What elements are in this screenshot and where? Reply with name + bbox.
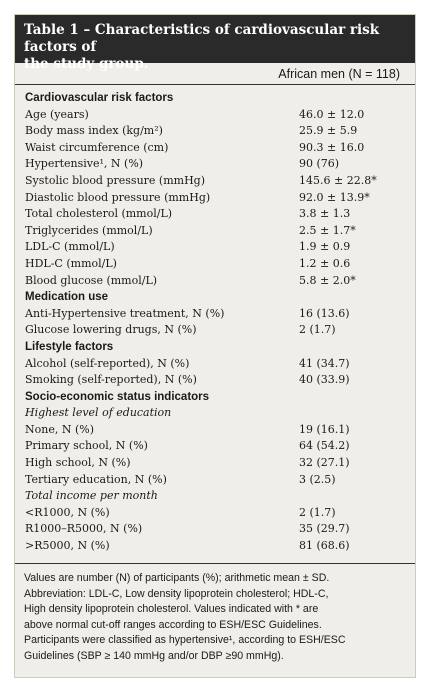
subsection-heading: Highest level of education [15,405,415,422]
row-label: HDL-C (mmol/L) [25,256,117,270]
row-value: 32 (27.1) [299,456,350,470]
row-label: Highest level of education [25,406,172,420]
row-value: 90.3 ± 16.0 [299,140,365,154]
section-heading: Socio-economic status indicators [15,389,415,406]
row-value: 35 (29.7) [299,522,350,536]
table-row: Primary school, N (%) 64 (54.2) [15,438,415,455]
table-row: Blood glucose (mmol/L) 5.8 ± 2.0* [15,273,415,290]
row-label: Blood glucose (mmol/L) [25,273,158,287]
row-label: Smoking (self-reported), N (%) [25,373,197,387]
table-title-line-1: Table 1 – Characteristics of cardiovascu… [24,22,380,55]
row-label: LDL-C (mmol/L) [25,240,115,254]
row-value: 2 (1.7) [299,323,336,337]
row-label: Medication use [25,291,109,304]
row-label: Diastolic blood pressure (mmHg) [25,190,211,204]
table-title-line-2: the study group. [24,56,149,72]
row-value: 3 (2.5) [299,472,336,486]
row-value: 81 (68.6) [299,539,350,553]
row-label: Socio-economic status indicators [25,390,210,403]
row-label: Lifestyle factors [25,340,114,353]
row-label: Glucose lowering drugs, N (%) [25,323,197,337]
table-row: Glucose lowering drugs, N (%) 2 (1.7) [15,322,415,339]
section-heading: Cardiovascular risk factors [15,90,415,107]
column-header: African men (N = 118) [15,63,415,85]
table-row: Tertiary education, N (%) 3 (2.5) [15,472,415,489]
row-value: 46.0 ± 12.0 [299,107,365,121]
row-value: 2.5 ± 1.7* [299,223,356,237]
row-value: 64 (54.2) [299,439,350,453]
footnote-line: High density lipoprotein cholesterol. Va… [24,603,319,616]
row-value: 1.2 ± 0.6 [299,256,351,270]
row-value: 2 (1.7) [299,505,336,519]
table-card: Table 1 – Characteristics of cardiovascu… [14,14,416,678]
footnote-line: Guidelines (SBP ≥ 140 mmHg and/or DBP ≥9… [24,649,284,662]
table-row: Systolic blood pressure (mmHg) 145.6 ± 22… [15,173,415,190]
table-row: LDL-C (mmol/L) 1.9 ± 0.9 [15,239,415,256]
row-label: High school, N (%) [25,456,131,470]
section-heading: Lifestyle factors [15,339,415,356]
row-label: Triglycerides (mmol/L) [25,223,153,237]
table-row: Anti-Hypertensive treatment, N (%) 16 (13… [15,306,415,323]
table-row: Alcohol (self-reported), N (%) 41 (34.7) [15,356,415,373]
table-row: Triglycerides (mmol/L) 2.5 ± 1.7* [15,223,415,240]
row-label: Waist circumference (cm) [25,140,169,154]
table-row: None, N (%) 19 (16.1) [15,422,415,439]
table-title: Table 1 – Characteristics of cardiovascu… [15,15,415,72]
table-body: Cardiovascular risk factors Age (years) 46… [15,85,415,555]
table-row: Total cholesterol (mmol/L) 3.8 ± 1.3 [15,206,415,223]
row-value: 5.8 ± 2.0* [299,273,356,287]
row-label: None, N (%) [25,422,94,436]
row-label: Anti-Hypertensive treatment, N (%) [25,306,225,320]
row-label: Age (years) [25,107,89,121]
row-label: >R5000, N (%) [25,539,110,553]
row-label: Body mass index (kg/m²) [25,124,163,138]
table-footnote: Values are number (N) of participants (%… [24,571,406,665]
row-value: 16 (13.6) [299,306,350,320]
row-label: Primary school, N (%) [25,439,148,453]
row-label: Total cholesterol (mmol/L) [25,207,173,221]
table-row: Hypertensive¹, N (%) 90 (76) [15,156,415,173]
footnote-line: Abbreviation: LDL-C, Low density lipopro… [24,587,329,600]
table-row: Body mass index (kg/m²) 25.9 ± 5.9 [15,123,415,140]
footnote-line: above normal cut-off ranges according to… [24,618,322,631]
row-label: Systolic blood pressure (mmHg) [25,173,206,187]
table-row: Age (years) 46.0 ± 12.0 [15,107,415,124]
table-row: High school, N (%) 32 (27.1) [15,455,415,472]
row-value: 1.9 ± 0.9 [299,240,351,254]
row-value: 40 (33.9) [299,373,350,387]
row-value: 92.0 ± 13.9* [299,190,370,204]
table-row: <R1000, N (%) 2 (1.7) [15,505,415,522]
row-label: Cardiovascular risk factors [25,92,174,104]
table-row: Diastolic blood pressure (mmHg) 92.0 ± 13… [15,190,415,207]
row-label: Tertiary education, N (%) [25,472,167,486]
table-row: Smoking (self-reported), N (%) 40 (33.9) [15,372,415,389]
table-row: Waist circumference (cm) 90.3 ± 16.0 [15,140,415,157]
row-label: <R1000, N (%) [25,505,110,519]
subsection-heading: Total income per month [15,488,415,505]
row-value: 19 (16.1) [299,422,350,436]
row-value: 41 (34.7) [299,356,350,370]
row-label: Hypertensive¹, N (%) [25,157,144,171]
row-label: Alcohol (self-reported), N (%) [25,356,190,370]
row-label: R1000–R5000, N (%) [25,522,143,536]
row-value: 145.6 ± 22.8* [299,173,377,187]
row-value: 90 (76) [299,157,340,171]
footer-divider [15,563,415,564]
row-label: Total income per month [25,489,158,503]
footnote-line: Values are number (N) of participants (%… [24,572,330,584]
row-value: 25.9 ± 5.9 [299,124,358,138]
table-row: HDL-C (mmol/L) 1.2 ± 0.6 [15,256,415,273]
table-row: R1000–R5000, N (%) 35 (29.7) [15,521,415,538]
section-heading: Medication use [15,289,415,306]
footnote-line: Participants were classified as hyperten… [24,634,346,647]
row-value: 3.8 ± 1.3 [299,207,351,221]
table-row: >R5000, N (%) 81 (68.6) [15,538,415,555]
